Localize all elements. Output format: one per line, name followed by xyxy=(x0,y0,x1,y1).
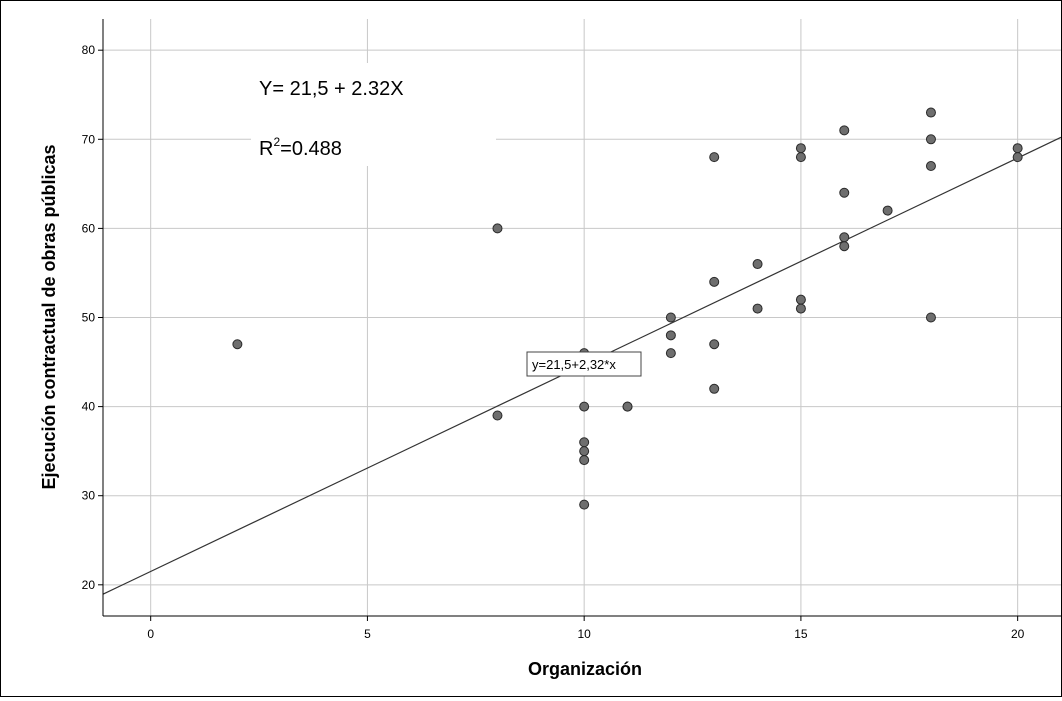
x-tick-label: 20 xyxy=(1011,627,1025,641)
data-point xyxy=(839,125,850,136)
data-point xyxy=(839,187,850,198)
y-tick-label: 80 xyxy=(82,43,96,57)
data-point xyxy=(752,303,763,314)
data-point xyxy=(709,152,720,163)
x-tick-label: 10 xyxy=(577,627,591,641)
data-point xyxy=(839,232,850,243)
fit-label-box xyxy=(526,351,642,377)
y-tick-label: 40 xyxy=(82,400,96,414)
data-point xyxy=(665,348,676,359)
r-squared-prefix: R xyxy=(259,138,273,160)
data-point xyxy=(795,294,806,305)
r-squared-superscript: 2 xyxy=(273,135,280,149)
data-point xyxy=(579,401,590,412)
data-point xyxy=(925,312,936,323)
data-point xyxy=(665,312,676,323)
x-tick-label: 0 xyxy=(147,627,154,641)
data-point xyxy=(579,446,590,457)
y-tick-label: 60 xyxy=(82,221,96,235)
data-point xyxy=(709,383,720,394)
data-point xyxy=(795,303,806,314)
data-point xyxy=(795,143,806,154)
x-axis-title: Organización xyxy=(528,659,642,679)
data-point xyxy=(839,241,850,252)
gridlines xyxy=(103,19,1061,616)
y-tick-label: 50 xyxy=(82,311,96,325)
data-point xyxy=(665,330,676,341)
x-tick-label: 15 xyxy=(794,627,808,641)
data-point xyxy=(752,259,763,270)
r-squared-value: =0.488 xyxy=(280,138,342,160)
equation-text: Y= 21,5 + 2.32X xyxy=(259,78,404,100)
data-point xyxy=(492,223,503,234)
y-tick-label: 20 xyxy=(82,578,96,592)
y-ticks: 20 30 40 50 60 70 80 xyxy=(82,43,103,592)
data-point xyxy=(925,161,936,172)
data-point xyxy=(622,401,633,412)
data-point xyxy=(709,339,720,350)
fit-line-label: y=21,5+2,32*x xyxy=(532,357,616,372)
y-tick-label: 30 xyxy=(82,489,96,503)
data-point xyxy=(925,107,936,118)
data-point xyxy=(1012,152,1023,163)
data-point xyxy=(795,152,806,163)
data-point xyxy=(882,205,893,216)
data-point xyxy=(579,455,590,466)
data-point xyxy=(232,339,243,350)
data-point xyxy=(709,276,720,287)
x-tick-label: 5 xyxy=(364,627,371,641)
data-point xyxy=(925,134,936,145)
data-point xyxy=(492,410,503,421)
equation-background xyxy=(251,63,496,166)
data-point xyxy=(579,499,590,510)
data-points xyxy=(232,107,1023,510)
x-ticks: 0 5 10 15 20 xyxy=(147,616,1025,641)
data-point xyxy=(579,437,590,448)
data-point xyxy=(1012,143,1023,154)
r-squared-text: R2=0.488 xyxy=(259,135,342,160)
y-tick-label: 70 xyxy=(82,132,96,146)
y-axis-title: Ejecución contractual de obras públicas xyxy=(39,144,59,489)
